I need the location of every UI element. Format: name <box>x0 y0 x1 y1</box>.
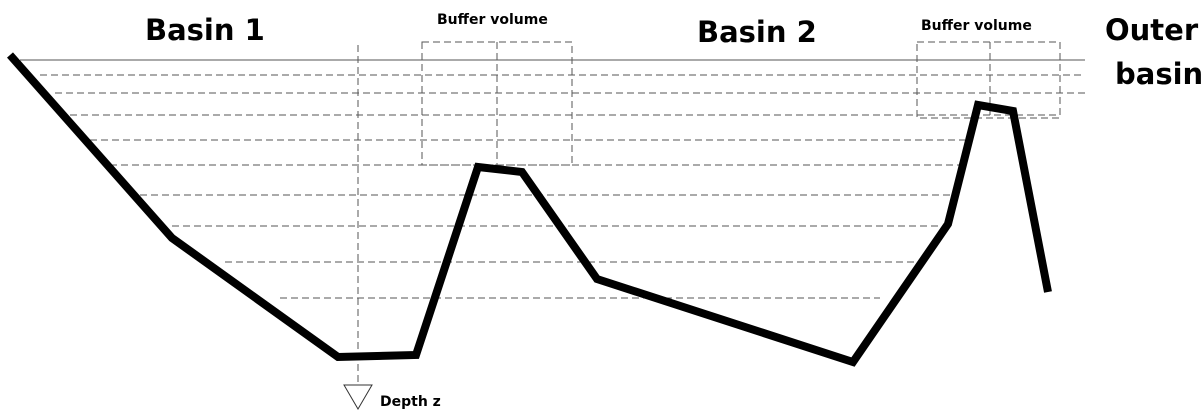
buffer-box <box>916 41 1061 119</box>
depth-label: Depth z <box>380 394 441 410</box>
basin-label: Basin 2 <box>697 15 817 49</box>
buffer-label: Buffer volume <box>921 18 1032 34</box>
outer-label: Outer <box>1105 13 1199 47</box>
depth-arrow <box>343 384 373 410</box>
outer-label: basin <box>1115 57 1203 91</box>
basin-profile <box>7 52 1052 367</box>
basin-label: Basin 1 <box>145 13 265 47</box>
buffer-label: Buffer volume <box>437 12 548 28</box>
